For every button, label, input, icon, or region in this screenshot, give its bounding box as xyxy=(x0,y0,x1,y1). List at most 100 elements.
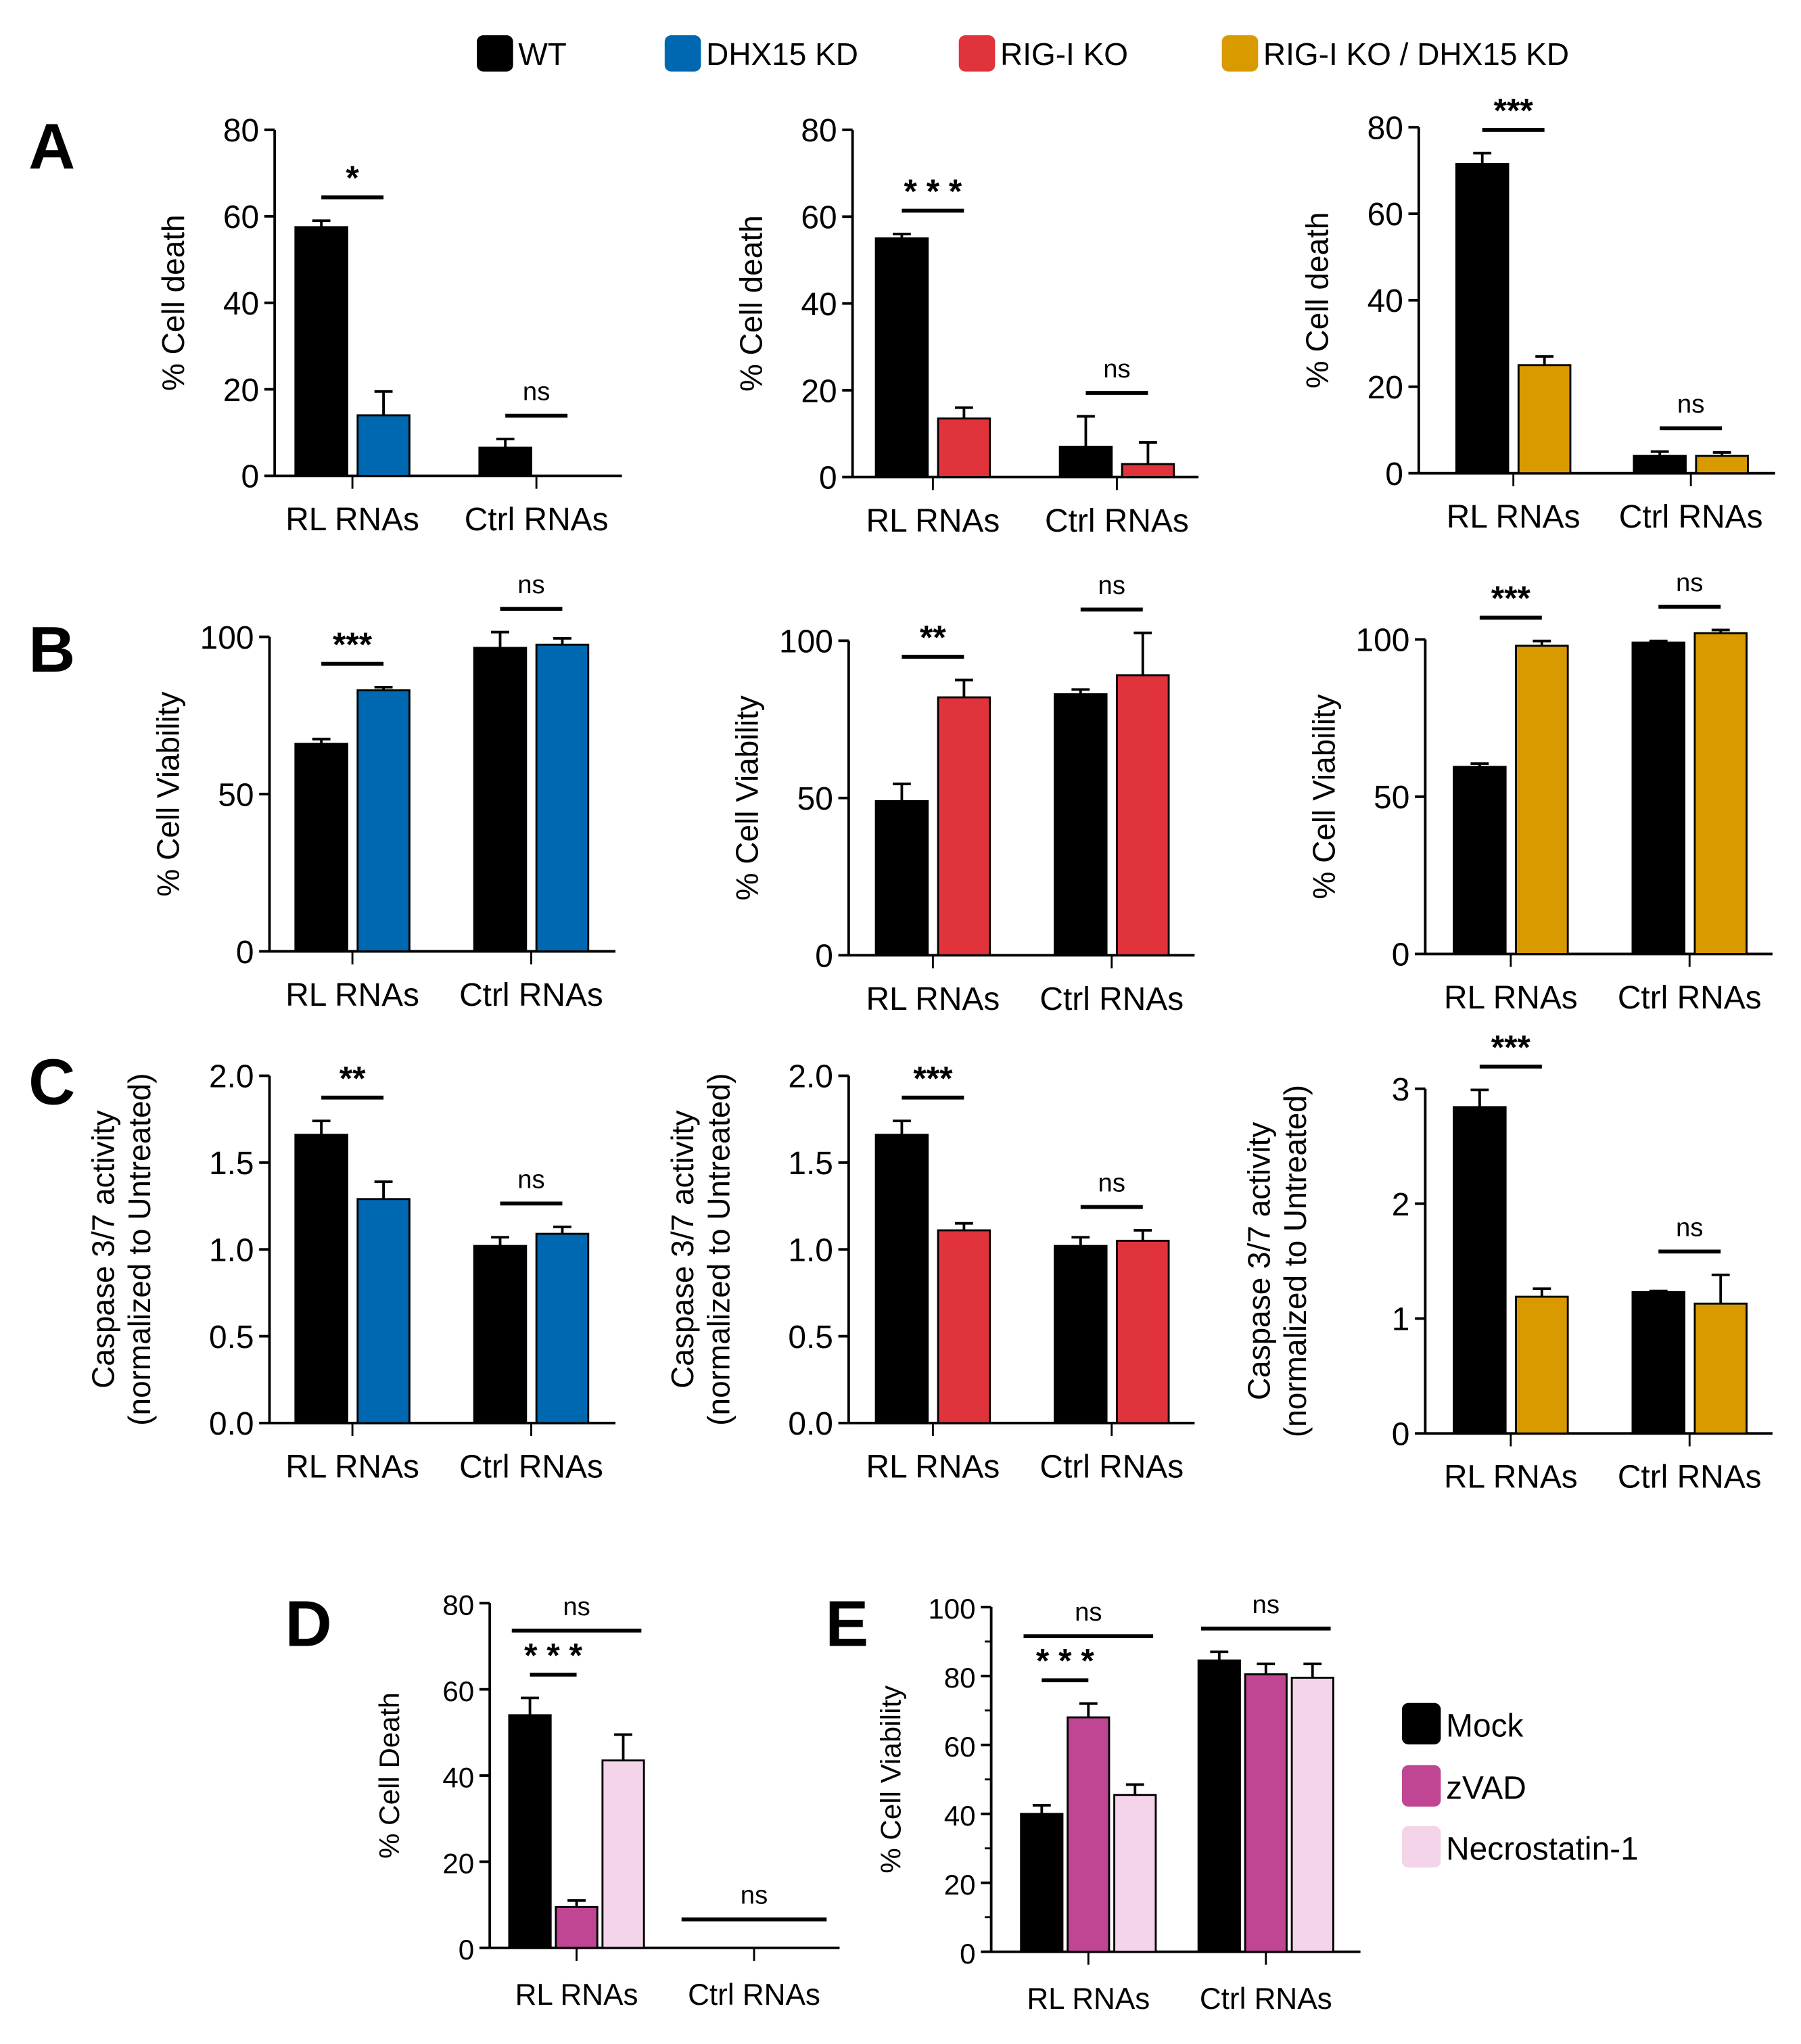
y-tick-label: 40 xyxy=(1367,283,1403,319)
y-tick-label: 1.5 xyxy=(788,1146,833,1182)
y-axis-label: % Cell Viability xyxy=(730,695,765,900)
x-tick-label: RL RNAs xyxy=(1447,499,1581,535)
bar xyxy=(1453,766,1507,955)
y-tick-label: 60 xyxy=(442,1675,474,1707)
y-tick-label: 60 xyxy=(223,200,259,235)
y-axis-label: % Cell Viability xyxy=(150,691,185,896)
significance-label: ns xyxy=(563,1592,590,1621)
y-tick-label: 0.5 xyxy=(788,1320,833,1355)
bar xyxy=(937,417,991,478)
y-tick-label: 20 xyxy=(944,1869,976,1901)
y-tick-label: 80 xyxy=(801,113,837,149)
bar xyxy=(535,643,590,953)
bar xyxy=(1515,1295,1569,1435)
y-tick-label: 20 xyxy=(801,373,837,409)
significance-label: ns xyxy=(1098,1169,1125,1198)
bar xyxy=(555,1905,599,1949)
y-tick-label: 1 xyxy=(1392,1302,1410,1338)
panel-letter: B xyxy=(28,613,75,686)
y-tick-label: 0 xyxy=(236,935,254,971)
y-tick-label: 0 xyxy=(819,461,837,496)
y-tick-label: 0 xyxy=(1392,937,1410,973)
y-tick-label: 0 xyxy=(1385,457,1403,492)
chart-D: 0 20 40 60 80 % Cell Death RL RNAs Ctrl RNAs * *… xyxy=(373,1589,840,2012)
significance-label: * * * xyxy=(904,172,962,210)
y-tick-label: 40 xyxy=(944,1800,976,1832)
y-tick-label: 0 xyxy=(459,1934,474,1966)
y-axis-label: % Cell death xyxy=(734,215,769,392)
bar xyxy=(1633,455,1687,475)
significance-label: * * * xyxy=(1036,1642,1094,1680)
x-tick-label: Ctrl RNAs xyxy=(688,1978,820,2012)
legend-bottom: Mock zVAD Necrostatin-1 xyxy=(1401,1702,1639,1868)
panel-letter: E xyxy=(825,1587,868,1660)
significance-label: ns xyxy=(517,1165,544,1194)
y-tick-label: 80 xyxy=(223,113,259,149)
significance-label: ns xyxy=(517,570,544,599)
legend-label: WT xyxy=(518,37,566,72)
y-tick-label: 50 xyxy=(218,777,254,813)
y-axis-label: Caspase 3/7 activity xyxy=(86,1111,121,1389)
bar xyxy=(1116,674,1170,956)
panel-letters: A B C D E xyxy=(28,110,868,1660)
y-tick-label: 0 xyxy=(1392,1417,1410,1453)
bar xyxy=(1067,1716,1110,1953)
bar xyxy=(874,800,929,956)
y-tick-label: 40 xyxy=(442,1761,474,1793)
bar xyxy=(1244,1673,1288,1953)
panel-letter: C xyxy=(28,1046,75,1119)
significance-label: ns xyxy=(1253,1590,1280,1619)
legend-label: zVAD xyxy=(1446,1771,1526,1807)
significance-label: *** xyxy=(1491,1028,1531,1066)
chart-A3: 0 20 40 60 80 % Cell death RL RNAs Ctrl RNAs ***… xyxy=(1300,92,1775,535)
x-tick-label: Ctrl RNAs xyxy=(459,977,603,1013)
bar xyxy=(1058,446,1113,478)
chart-C1: 0.0 0.5 1.0 1.5 2.0 Caspase 3/7 activity (norm… xyxy=(86,1059,616,1485)
y-axis-label: % Cell death xyxy=(1300,212,1335,389)
bar xyxy=(1631,641,1686,955)
x-tick-label: RL RNAs xyxy=(1444,980,1578,1016)
x-tick-label: RL RNAs xyxy=(866,981,1000,1017)
bar xyxy=(294,226,348,477)
bar xyxy=(473,1245,528,1424)
x-tick-label: Ctrl RNAs xyxy=(1618,1460,1762,1495)
bar xyxy=(473,647,528,953)
significance-label: *** xyxy=(1491,580,1531,618)
chart-E: 0 20 40 60 80 100 % Cell Viability RL RNAs Ctrl … xyxy=(874,1590,1361,2016)
bar xyxy=(508,1714,552,1949)
y-tick-label: 60 xyxy=(801,200,837,236)
y-tick-label: 1.0 xyxy=(788,1232,833,1268)
legend-label: DHX15 KD xyxy=(706,37,858,72)
y-tick-label: 2 xyxy=(1392,1187,1410,1223)
bar xyxy=(1695,455,1749,475)
y-axis-label: % Cell death xyxy=(156,214,191,391)
significance-label: * xyxy=(346,159,359,197)
legend-label: RIG-I KO xyxy=(1000,37,1128,72)
bar xyxy=(1453,1106,1507,1435)
legend-swatch xyxy=(1401,1702,1441,1745)
y-tick-label: 0.0 xyxy=(788,1406,833,1442)
y-axis-label: Caspase 3/7 activity xyxy=(1242,1122,1277,1400)
x-tick-label: RL RNAs xyxy=(285,502,419,538)
bar xyxy=(1290,1677,1334,1953)
y-tick-label: 100 xyxy=(1356,623,1410,659)
y-tick-label: 20 xyxy=(223,373,259,409)
significance-label: *** xyxy=(333,626,373,664)
y-axis-label: (normalized to Untreated) xyxy=(1278,1085,1313,1437)
x-tick-label: RL RNAs xyxy=(515,1978,638,2012)
significance-label: *** xyxy=(1494,92,1534,130)
x-tick-label: RL RNAs xyxy=(866,503,1000,539)
significance-label: ns xyxy=(1676,1213,1703,1242)
y-tick-label: 40 xyxy=(801,287,837,323)
legend-label: Necrostatin-1 xyxy=(1446,1832,1639,1867)
bar xyxy=(1197,1659,1241,1953)
bar xyxy=(1631,1291,1686,1435)
y-tick-label: 0 xyxy=(241,459,260,495)
significance-label: ** xyxy=(920,618,946,656)
x-tick-label: Ctrl RNAs xyxy=(1619,499,1763,535)
y-tick-label: 60 xyxy=(944,1731,976,1763)
y-tick-label: 0 xyxy=(815,939,833,975)
x-tick-label: Ctrl RNAs xyxy=(1039,981,1184,1017)
x-tick-label: Ctrl RNAs xyxy=(459,1449,603,1485)
bar xyxy=(1121,463,1175,478)
